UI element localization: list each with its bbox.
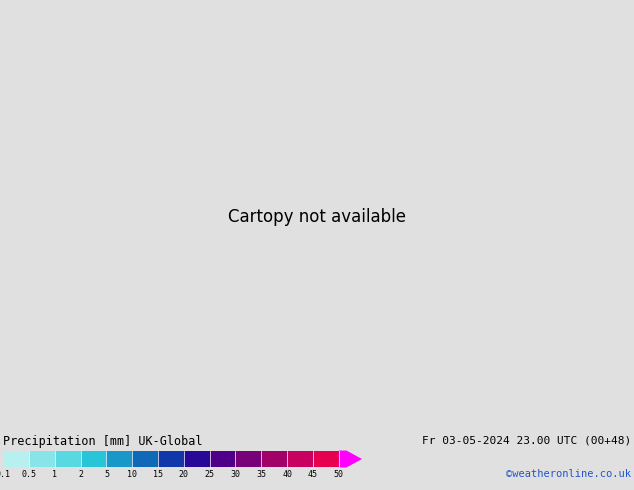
Bar (235, 451, 261, 467)
Text: 35: 35 (256, 470, 266, 479)
Text: 10: 10 (127, 470, 137, 479)
Text: 20: 20 (179, 470, 189, 479)
FancyArrow shape (339, 451, 362, 467)
Bar (133, 451, 158, 467)
Text: 40: 40 (282, 470, 292, 479)
Text: 2: 2 (78, 470, 83, 479)
Text: 30: 30 (231, 470, 240, 479)
Text: 45: 45 (308, 470, 318, 479)
Text: 0.1: 0.1 (0, 470, 11, 479)
Bar (3, 451, 29, 467)
Bar (29, 451, 55, 467)
Bar (287, 451, 313, 467)
Bar (313, 451, 339, 467)
Text: Fr 03-05-2024 23.00 UTC (00+48): Fr 03-05-2024 23.00 UTC (00+48) (422, 435, 631, 445)
Text: 0.5: 0.5 (22, 470, 37, 479)
Text: 25: 25 (205, 470, 215, 479)
Text: 15: 15 (153, 470, 163, 479)
Bar (81, 451, 107, 467)
Bar (55, 451, 81, 467)
Bar (261, 451, 287, 467)
Bar (158, 451, 184, 467)
Bar (210, 451, 235, 467)
Text: ©weatheronline.co.uk: ©weatheronline.co.uk (506, 468, 631, 479)
Text: 1: 1 (52, 470, 57, 479)
Text: Cartopy not available: Cartopy not available (228, 208, 406, 226)
Text: 5: 5 (104, 470, 109, 479)
Text: 50: 50 (333, 470, 344, 479)
Text: Precipitation [mm] UK-Global: Precipitation [mm] UK-Global (3, 435, 203, 448)
Bar (184, 451, 210, 467)
Bar (107, 451, 133, 467)
